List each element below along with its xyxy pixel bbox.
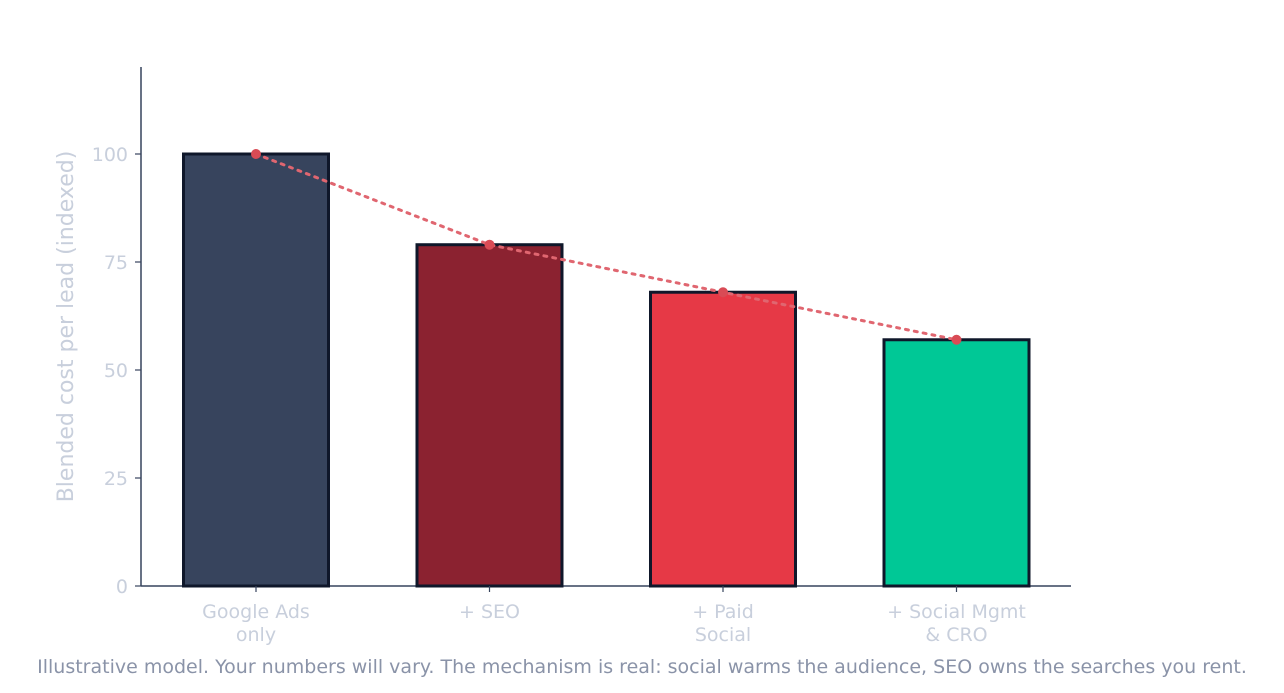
x-tick-label-line: Social [695, 624, 751, 646]
bar-chart: 0 25 50 75 100 Blended cost per lead (indexed… [54, 67, 1071, 646]
x-tick-label-line: + Paid [692, 601, 754, 623]
trend-line [254, 152, 958, 342]
bar [182, 152, 330, 588]
trend-point [718, 287, 728, 298]
x-tick-label-line: + Social Mgmt [887, 601, 1026, 623]
bar [882, 338, 1031, 588]
y-tick-label: 0 [116, 576, 128, 598]
bar [415, 243, 564, 588]
x-tick-label: + Paid Social [692, 601, 754, 646]
x-tick-label-line: Google Ads [202, 601, 310, 623]
x-tick-label-line: only [236, 624, 276, 646]
y-tick-label: 25 [104, 468, 128, 490]
y-tick-label: 75 [104, 252, 128, 274]
trend-point [951, 334, 962, 345]
x-tick-label: + SEO [459, 601, 520, 623]
y-tick-label: 50 [104, 360, 128, 382]
trend-line-group [251, 149, 962, 345]
x-tick-label-line: + SEO [459, 601, 520, 623]
trend-point [484, 239, 495, 250]
footnote: Illustrative model. Your numbers will va… [37, 656, 1247, 678]
x-tick-label: Google Ads only [202, 601, 310, 646]
x-tick-label-line: & CRO [925, 624, 987, 646]
bar [649, 290, 797, 588]
x-tick-label: + Social Mgmt & CRO [887, 601, 1026, 646]
category-labels: Google Ads only + SEO + Paid Social + Social … [202, 586, 1026, 646]
y-axis-title: Blended cost per lead (indexed) [54, 151, 79, 503]
trend-point [251, 149, 261, 159]
bars [182, 152, 1031, 588]
y-tick-label: 100 [92, 144, 128, 166]
